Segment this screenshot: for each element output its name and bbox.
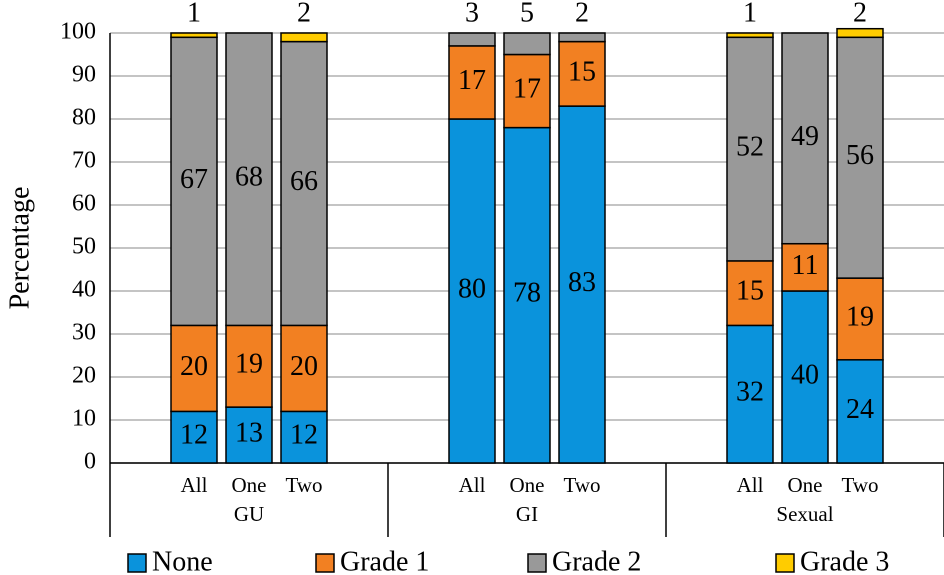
bar-segment (503, 32, 551, 56)
bar-segment (170, 32, 218, 39)
bar-segment (225, 406, 273, 464)
bar-segment (726, 36, 774, 262)
data-label: 2 (575, 0, 589, 28)
data-label: 1 (743, 0, 757, 28)
group-label: GI (516, 502, 538, 526)
data-label: 19 (235, 349, 263, 380)
y-tick-label: 100 (60, 19, 96, 45)
legend-label: Grade 1 (340, 546, 429, 575)
bar-segment (225, 324, 273, 408)
data-label: 20 (180, 351, 208, 382)
bar-segment (503, 53, 551, 129)
bar-segment (558, 40, 606, 107)
bar-segment (225, 32, 273, 327)
data-label: 32 (736, 377, 764, 408)
bar-segment (781, 290, 829, 464)
bar-segment (726, 260, 774, 327)
data-label: 5 (520, 0, 534, 28)
bar-segment (558, 32, 606, 43)
x-tick-label: Two (563, 473, 600, 497)
bar-segment (726, 324, 774, 464)
bar-segment (448, 45, 496, 120)
legend-label: Grade 2 (552, 546, 641, 575)
x-tick-label: One (510, 473, 545, 497)
data-label: 49 (791, 121, 819, 152)
bar-segment (280, 324, 328, 413)
bar-segment (836, 277, 884, 361)
data-label: 78 (513, 278, 541, 309)
bar-segment (726, 32, 774, 39)
y-tick-label: 50 (72, 234, 96, 260)
x-tick-label: All (459, 473, 486, 497)
bar-segment (836, 36, 884, 279)
bar-segment (280, 40, 328, 327)
bar-segment (448, 118, 496, 464)
data-label: 2 (853, 0, 867, 28)
data-label: 15 (568, 56, 596, 87)
legend-label: Grade 3 (800, 546, 889, 575)
x-tick-label: All (181, 473, 208, 497)
data-label: 24 (846, 394, 874, 425)
y-axis-title: Percentage (4, 187, 35, 310)
y-tick-label: 60 (72, 191, 96, 217)
data-label: 11 (792, 250, 819, 281)
data-label: 80 (458, 273, 486, 304)
group-label: Sexual (776, 502, 833, 526)
data-label: 19 (846, 301, 874, 332)
bar-segment (170, 410, 218, 464)
data-label: 3 (465, 0, 479, 28)
y-tick-label: 80 (72, 105, 96, 131)
data-label: 68 (235, 162, 263, 193)
bar-segment (170, 36, 218, 327)
y-tick-label: 70 (72, 148, 96, 174)
y-tick-label: 0 (84, 449, 96, 475)
data-label: 56 (846, 140, 874, 171)
data-label: 67 (180, 164, 208, 195)
data-label: 13 (235, 417, 263, 448)
bar-segment (448, 32, 496, 47)
bar-segment (170, 324, 218, 413)
group-label: GU (234, 502, 264, 526)
data-label: 83 (568, 267, 596, 298)
bar-segment (558, 105, 606, 464)
legend-swatch (527, 553, 547, 573)
y-tick-label: 10 (72, 406, 96, 432)
data-label: 52 (736, 132, 764, 163)
data-label: 17 (513, 73, 541, 104)
legend-swatch (775, 553, 795, 573)
data-label: 12 (290, 420, 318, 451)
data-label: 20 (290, 351, 318, 382)
legend-swatch (127, 553, 147, 573)
bar-segment (836, 359, 884, 464)
legend-swatch (315, 553, 335, 573)
data-label: 12 (180, 420, 208, 451)
x-tick-label: All (737, 473, 764, 497)
y-tick-label: 30 (72, 320, 96, 346)
bar-segment (503, 126, 551, 464)
y-tick-label: 90 (72, 62, 96, 88)
x-tick-label: One (232, 473, 267, 497)
bar-segment (280, 32, 328, 43)
y-tick-label: 20 (72, 363, 96, 389)
data-label: 15 (736, 276, 764, 307)
data-label: 17 (458, 65, 486, 96)
data-label: 2 (297, 0, 311, 28)
bar-segment (280, 410, 328, 464)
x-tick-label: Two (285, 473, 322, 497)
bar-segment (836, 27, 884, 39)
data-label: 1 (187, 0, 201, 28)
x-tick-label: One (788, 473, 823, 497)
y-tick-label: 40 (72, 277, 96, 303)
bar-segment (781, 242, 829, 292)
data-label: 66 (290, 166, 318, 197)
bar-segment (781, 32, 829, 245)
legend-label: None (152, 546, 213, 575)
x-tick-label: Two (841, 473, 878, 497)
data-label: 40 (791, 359, 819, 390)
